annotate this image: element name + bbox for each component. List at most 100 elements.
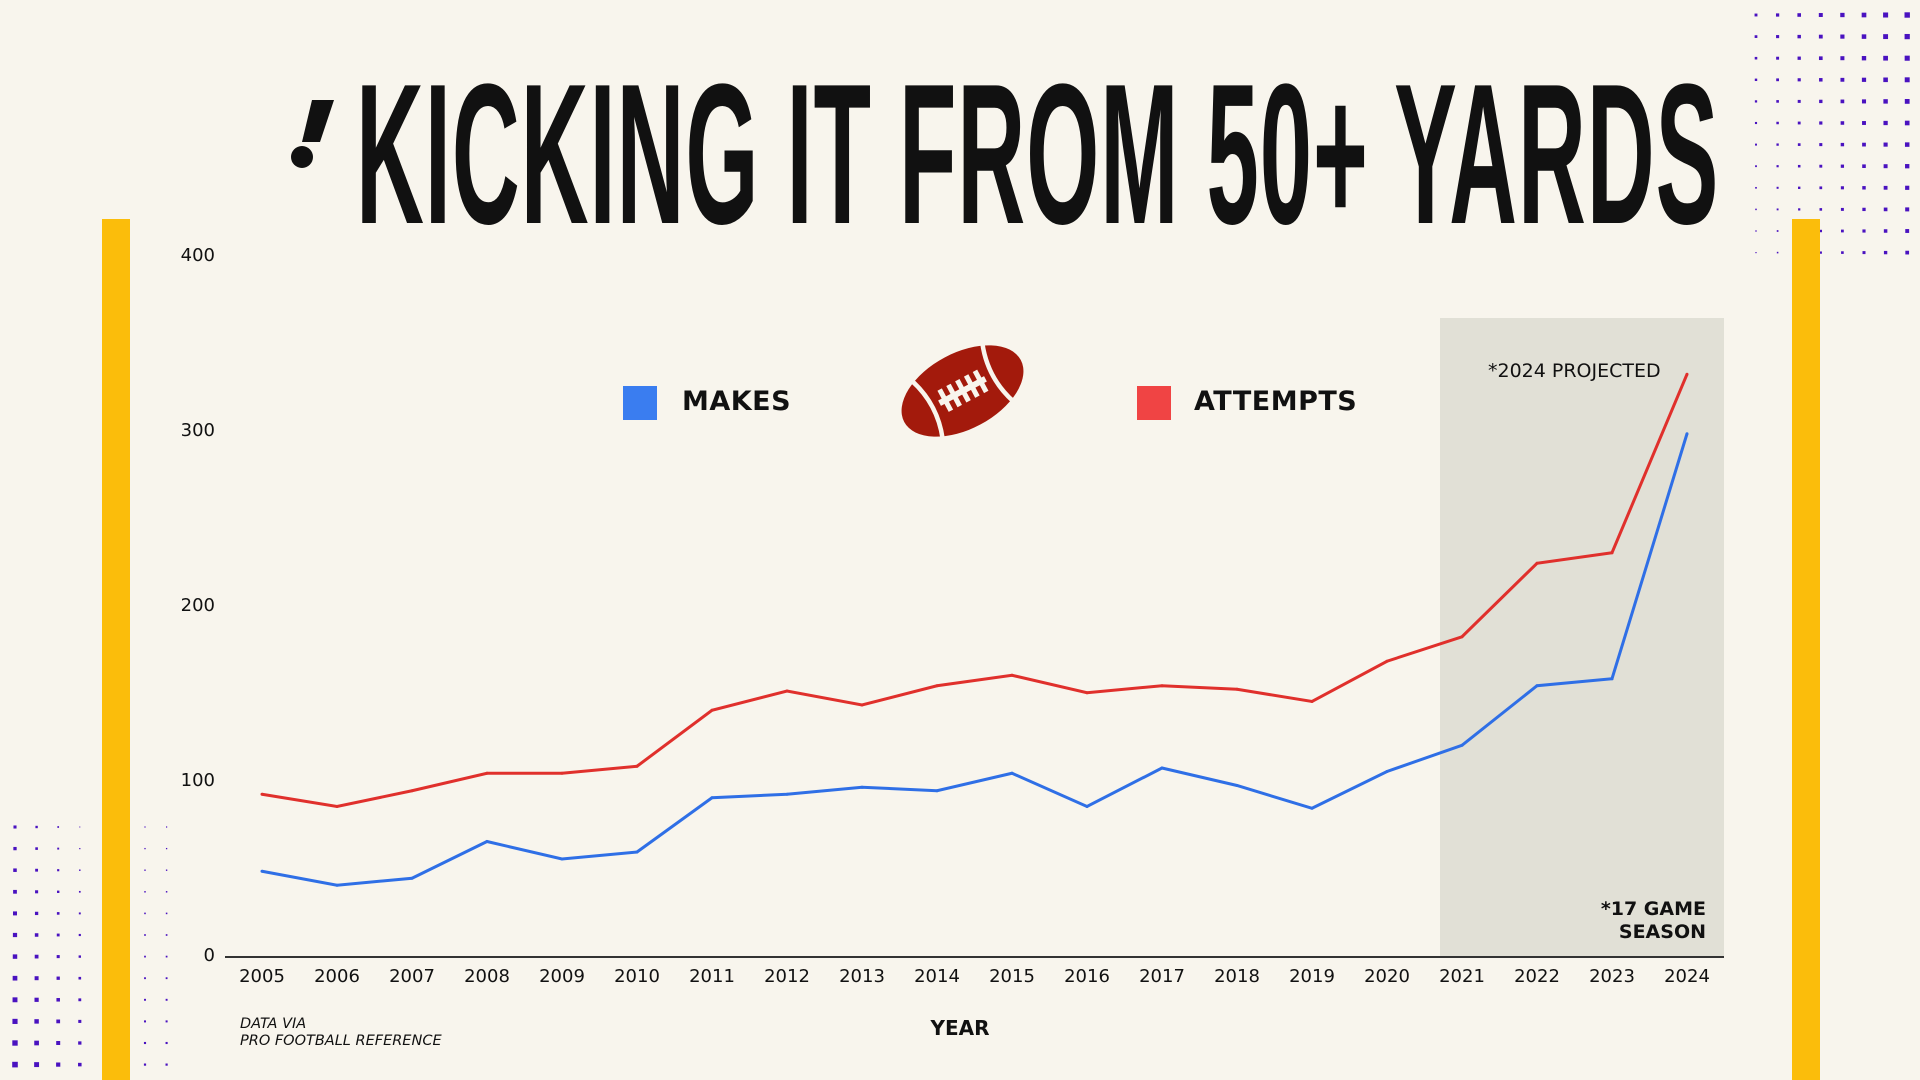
decorative-dot (1862, 251, 1866, 255)
decorative-dot (1776, 121, 1779, 125)
decorative-dot (78, 933, 81, 937)
decorative-dot (78, 1019, 82, 1023)
decorative-dot (1862, 121, 1866, 125)
data-point-attempts (410, 789, 414, 793)
data-point-attempts (1010, 673, 1014, 677)
decorative-dot (1797, 34, 1801, 39)
data-point-attempts (1310, 700, 1314, 703)
decorative-dot (1861, 56, 1867, 61)
decorative-dot (1755, 252, 1757, 254)
x-tick-label: 2005 (239, 966, 285, 987)
decorative-dot (1776, 78, 1779, 82)
decorative-dot (166, 826, 168, 828)
decorative-dot (143, 1063, 147, 1066)
decorative-dot (144, 847, 146, 850)
x-tick-label: 2024 (1664, 966, 1710, 987)
data-point-makes (410, 876, 414, 880)
data-source-line1: DATA VIA (240, 1016, 307, 1032)
decorative-dot (1862, 164, 1866, 169)
data-point-attempts (335, 805, 339, 808)
decorative-dot (1776, 35, 1780, 39)
x-tick-label: 2014 (914, 966, 960, 987)
decorative-dot (34, 933, 39, 937)
data-point-makes (1085, 805, 1089, 808)
y-tick-label: 100 (180, 770, 215, 791)
decorative-dot (56, 1062, 61, 1067)
decorative-dot (165, 1063, 168, 1066)
decorative-dot (13, 825, 17, 829)
decorative-dot (13, 911, 17, 916)
data-point-makes (1535, 684, 1539, 688)
decorative-dot (1904, 55, 1910, 61)
data-point-makes (1385, 770, 1389, 773)
decorative-dot (144, 977, 146, 980)
decorative-dot (1754, 35, 1758, 38)
decorative-dot (1840, 12, 1845, 18)
decorative-dot (1883, 12, 1889, 18)
decorative-dot (1862, 229, 1866, 233)
decorative-dot (1819, 208, 1823, 211)
decorative-dot (1819, 186, 1823, 190)
x-tick-label: 2007 (389, 966, 435, 987)
decorative-dot (1819, 121, 1823, 125)
decorative-dot (1754, 121, 1758, 125)
decorative-dot (1883, 164, 1888, 169)
decorative-dot (144, 826, 146, 828)
data-point-makes (1010, 771, 1014, 775)
decorative-dot (1776, 251, 1779, 254)
decorative-dot (1818, 56, 1823, 61)
decorative-dot (79, 826, 81, 828)
x-tick-label: 2017 (1139, 966, 1185, 987)
decorative-dot (57, 826, 60, 828)
season-note-line1: *17 GAME (1600, 898, 1706, 920)
data-point-attempts (1160, 684, 1164, 688)
x-tick-label: 2009 (539, 966, 585, 987)
decorative-dot (165, 891, 168, 893)
decorative-dot (13, 846, 17, 851)
decorative-dot (35, 825, 38, 829)
season-note-line2: SEASON (1618, 921, 1706, 943)
decorative-dot (1755, 208, 1757, 211)
slanted-exclamation-logo-icon (291, 100, 334, 168)
decorative-dot (57, 890, 60, 893)
data-point-makes (710, 796, 714, 800)
decorative-dot (1904, 142, 1910, 147)
decorative-dot (1755, 186, 1757, 189)
y-tick-label: 200 (180, 595, 215, 616)
legend-label-makes: MAKES (682, 386, 792, 417)
decorative-dot (1754, 13, 1758, 17)
dot-pattern-top-right (1754, 12, 1910, 255)
decorative-dot (1904, 12, 1910, 18)
decorative-dot (1819, 229, 1823, 233)
decorative-dot (78, 912, 81, 915)
series-line-makes (261, 433, 1689, 887)
data-point-makes (1610, 677, 1614, 681)
data-source: DATA VIA PRO FOOTBALL REFERENCE (240, 1016, 442, 1050)
decorative-dot (35, 847, 38, 850)
decorative-dot (1840, 207, 1844, 211)
decorative-dot (1905, 207, 1910, 212)
decorative-dot (1883, 185, 1888, 190)
legend-label-attempts: ATTEMPTS (1194, 386, 1358, 417)
decorative-dot (1905, 250, 1910, 255)
decorative-dot (1797, 99, 1801, 103)
decorative-dot (56, 912, 60, 915)
data-point-attempts (1535, 561, 1539, 565)
data-point-makes (1460, 743, 1464, 747)
data-point-makes (485, 840, 489, 843)
decorative-dot (1904, 120, 1910, 126)
data-point-attempts (1685, 372, 1689, 376)
decorative-dot (1840, 99, 1845, 104)
decorative-dot (143, 1041, 147, 1045)
accent-bar-right (1792, 219, 1820, 1080)
decorative-dot (56, 955, 60, 959)
decorative-dot (1775, 13, 1780, 17)
decorative-dot (1776, 143, 1779, 146)
decorative-dot (165, 912, 168, 915)
x-tick-label: 2019 (1289, 966, 1335, 987)
season-note: *17 GAME SEASON (1560, 898, 1706, 944)
data-point-attempts (1385, 659, 1389, 663)
data-point-makes (1235, 784, 1239, 787)
projected-highlight-region (1440, 318, 1724, 957)
data-point-attempts (1610, 551, 1614, 555)
